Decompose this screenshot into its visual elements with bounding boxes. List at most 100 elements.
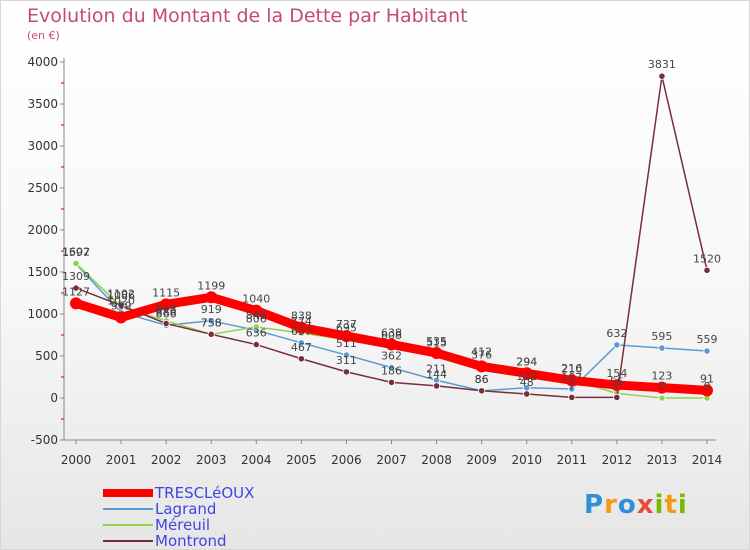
x-tick-label: 2012 bbox=[602, 453, 633, 467]
data-point-trescléoux bbox=[655, 381, 668, 394]
data-label-lagrand: 122 bbox=[516, 370, 537, 383]
data-label-lagrand: 107 bbox=[561, 371, 582, 384]
data-point-montrond bbox=[117, 301, 125, 310]
data-point-montrond bbox=[252, 340, 260, 349]
chart-subtitle: (en €) bbox=[27, 29, 60, 42]
legend: TRESCLéOUX Lagrand Méreuil Montrond bbox=[103, 485, 254, 549]
data-label-montrond: 467 bbox=[291, 341, 312, 354]
x-tick-label: 2003 bbox=[196, 453, 227, 467]
data-label-méreuil: 55 bbox=[610, 375, 624, 388]
data-label-trescléoux: 1115 bbox=[152, 286, 180, 299]
data-label-méreuil: 412 bbox=[471, 345, 492, 358]
data-label-montrond: 636 bbox=[246, 327, 267, 340]
y-tick-label: 3500 bbox=[27, 97, 58, 111]
data-label-méreuil: 515 bbox=[426, 337, 447, 350]
legend-label-mereuil: Méreuil bbox=[155, 516, 211, 534]
data-point-montrond bbox=[478, 387, 486, 395]
legend-item-montrond: Montrond bbox=[103, 533, 254, 549]
data-label-montrond: 144 bbox=[426, 368, 447, 381]
data-point-montrond bbox=[72, 284, 80, 292]
data-label-lagrand: 657 bbox=[291, 325, 312, 338]
data-label-trescléoux: 91 bbox=[700, 372, 714, 385]
data-label-méreuil: 695 bbox=[336, 322, 357, 335]
data-point-trescléoux bbox=[115, 311, 128, 324]
y-tick-label: -500 bbox=[31, 433, 58, 447]
x-tick-label: 2011 bbox=[557, 453, 588, 467]
data-point-trescléoux bbox=[520, 367, 533, 380]
y-tick-label: 4000 bbox=[27, 55, 58, 69]
data-point-montrond bbox=[207, 330, 215, 338]
data-point-méreuil bbox=[658, 394, 666, 402]
x-tick-label: 2013 bbox=[647, 453, 678, 467]
data-label-lagrand: 1597 bbox=[62, 246, 90, 259]
y-tick-label: 1500 bbox=[27, 265, 58, 279]
data-label-montrond: 48 bbox=[520, 376, 534, 389]
logo-letter: r bbox=[604, 490, 618, 520]
data-point-méreuil bbox=[72, 259, 80, 268]
data-label-méreuil: 608 bbox=[381, 329, 402, 342]
data-label-trescléoux: 154 bbox=[606, 367, 627, 380]
data-point-trescléoux bbox=[565, 374, 578, 387]
data-point-montrond bbox=[568, 393, 576, 402]
data-point-montrond bbox=[432, 382, 441, 390]
data-point-montrond bbox=[387, 378, 396, 386]
data-point-lagrand bbox=[387, 363, 396, 372]
data-point-trescléoux bbox=[70, 297, 82, 310]
data-point-trescléoux bbox=[385, 338, 398, 351]
data-point-lagrand bbox=[297, 339, 305, 347]
data-point-montrond bbox=[613, 393, 621, 402]
y-tick-label: 1000 bbox=[27, 307, 58, 321]
data-label-trescléoux: 1127 bbox=[62, 285, 90, 298]
y-tick-label: 0 bbox=[50, 391, 58, 405]
data-point-montrond bbox=[162, 319, 170, 328]
logo-letter: t bbox=[664, 490, 678, 520]
y-tick-label: 500 bbox=[35, 349, 58, 363]
data-label-trescléoux: 376 bbox=[471, 348, 492, 361]
data-label-montrond: 1102 bbox=[107, 287, 135, 300]
data-label-trescléoux: 210 bbox=[561, 362, 582, 375]
data-label-méreuil: 216 bbox=[561, 362, 582, 375]
data-label-montrond: 186 bbox=[381, 364, 402, 377]
data-label-lagrand: 866 bbox=[156, 307, 177, 320]
data-label-trescléoux: 638 bbox=[381, 326, 402, 339]
data-label-méreuil: 918 bbox=[156, 303, 177, 316]
data-label-trescléoux: 123 bbox=[651, 370, 672, 383]
data-label-montrond: 1309 bbox=[62, 270, 90, 283]
data-label-méreuil: 294 bbox=[516, 355, 537, 368]
data-label-lagrand: 919 bbox=[201, 303, 222, 316]
data-point-montrond bbox=[342, 368, 351, 376]
data-label-lagrand: 595 bbox=[651, 330, 672, 343]
legend-item-mereuil: Méreuil bbox=[103, 517, 254, 533]
data-label-lagrand: 1020 bbox=[107, 294, 135, 307]
data-label-lagrand: 86 bbox=[475, 373, 489, 386]
x-tick-label: 2001 bbox=[106, 453, 137, 467]
logo-letter: x bbox=[636, 490, 655, 520]
logo-letter: i bbox=[677, 490, 688, 520]
data-label-lagrand: 511 bbox=[336, 337, 357, 350]
data-label-lagrand: 806 bbox=[246, 312, 267, 325]
x-tick-label: 2006 bbox=[331, 453, 362, 467]
data-label-lagrand: 559 bbox=[697, 333, 718, 346]
logo-letter: o bbox=[617, 490, 637, 520]
data-point-trescléoux bbox=[701, 384, 713, 397]
data-point-trescléoux bbox=[610, 379, 623, 392]
data-label-trescléoux: 535 bbox=[426, 335, 447, 348]
data-label-méreuil: 774 bbox=[291, 315, 312, 328]
data-point-lagrand bbox=[207, 317, 215, 325]
data-label-trescléoux: 1040 bbox=[242, 293, 270, 306]
x-tick-label: 2004 bbox=[241, 453, 272, 467]
data-label-méreuil: 1086 bbox=[107, 289, 135, 302]
data-point-trescléoux bbox=[205, 291, 218, 304]
x-tick-label: 2008 bbox=[421, 453, 452, 467]
legend-swatch-trescleoux bbox=[103, 489, 153, 497]
data-label-trescléoux: 838 bbox=[291, 310, 312, 323]
data-point-lagrand bbox=[703, 347, 711, 355]
x-tick-label: 2000 bbox=[61, 453, 92, 467]
data-label-méreuil: 758 bbox=[201, 316, 222, 329]
data-point-trescléoux bbox=[250, 304, 263, 317]
data-label-trescléoux: 737 bbox=[336, 318, 357, 331]
x-tick-label: 2002 bbox=[151, 453, 182, 467]
data-label-lagrand: 632 bbox=[606, 327, 627, 340]
